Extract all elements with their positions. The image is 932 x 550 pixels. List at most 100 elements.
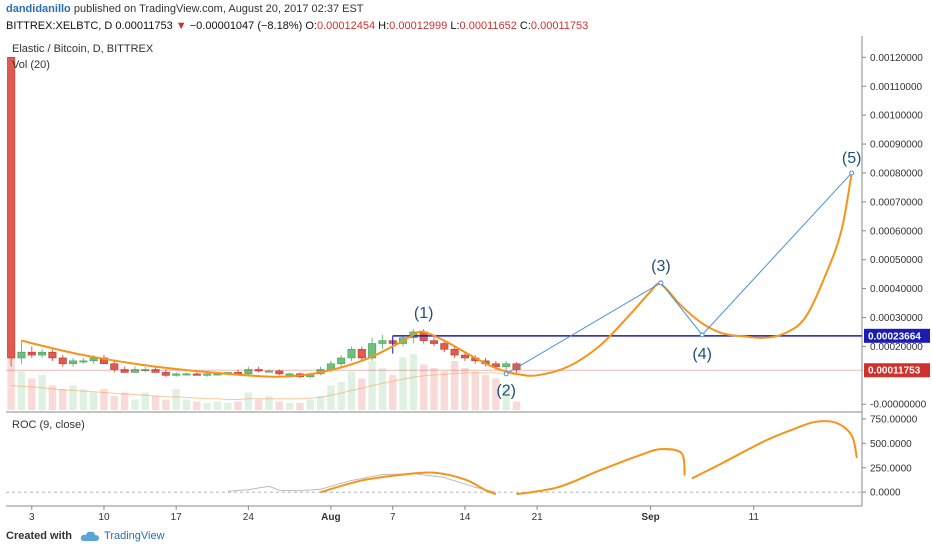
close-value: 0.00011753 (530, 20, 589, 32)
wave-point (849, 170, 855, 176)
candle-body (337, 357, 346, 365)
volume-bar (162, 399, 170, 410)
volume-bar (69, 385, 77, 410)
candle-body (151, 369, 160, 373)
chart-area[interactable]: 0.00120000 0.00110000 0.00100000 0.00090000… (0, 36, 932, 526)
volume-bar (430, 368, 438, 410)
y-tick-label: 0.00030000 (870, 313, 923, 324)
author-link[interactable]: dandidanillo (6, 3, 71, 15)
x-tick-label: 3 (29, 512, 35, 523)
x-tick-label: 10 (98, 512, 110, 523)
symbol-name[interactable]: BITTREX:XELBTC, D (6, 20, 113, 32)
candle-body (429, 340, 439, 344)
volume-bar (17, 371, 26, 410)
volume-bar (440, 371, 449, 410)
y-tick-label: 0.00100000 (870, 111, 923, 122)
volume-bar (265, 396, 273, 410)
volume-bar (59, 389, 67, 410)
volume-bar (450, 361, 459, 410)
roc-projection-curve[interactable] (320, 471, 497, 496)
volume-bar (296, 403, 304, 410)
low-label: L: (450, 20, 460, 32)
wave-label: (4) (692, 346, 712, 363)
wave-point (658, 280, 664, 286)
volume-bar (409, 354, 418, 410)
price-chart-svg[interactable]: 0.00120000 0.00110000 0.00100000 0.00090000… (0, 36, 932, 526)
footer: Created with TradingView (6, 527, 165, 545)
candle-body (254, 369, 263, 372)
wave-label: (3) (651, 258, 671, 275)
candle-body (58, 357, 67, 365)
x-tick-label: 11 (749, 512, 760, 523)
volume-bar (358, 378, 366, 410)
x-tick-label: 24 (243, 512, 255, 523)
volume-bar (306, 399, 314, 410)
volume-ma-line (11, 372, 517, 400)
roc-y-tick-label: 500.0000 (870, 439, 912, 450)
open-label: O: (305, 20, 317, 32)
volume-bar (213, 401, 222, 410)
candle-body (182, 373, 191, 376)
volume-bar (203, 403, 211, 410)
candle-body (27, 351, 36, 356)
x-tick-label: Sep (641, 512, 659, 523)
y-tick-label: 0.00110000 (870, 82, 923, 93)
roc-projection-curve[interactable] (516, 448, 686, 496)
volume-bar (151, 396, 160, 410)
volume-bar (224, 403, 232, 410)
volume-bar (120, 392, 129, 410)
volume-bar (254, 399, 263, 410)
candle-body (172, 373, 181, 376)
candle-body (48, 351, 57, 359)
candle-body (141, 369, 150, 372)
candle-body (440, 343, 449, 350)
volume-bar (182, 399, 191, 410)
volume-bar (48, 385, 57, 410)
roc-y-tick-label: 750.00000 (870, 414, 918, 425)
volume-bar (471, 371, 479, 410)
volume-bar (79, 389, 88, 410)
candle-body (110, 363, 119, 370)
wave-label: (2) (496, 382, 516, 399)
y-tick-label: 0.00040000 (870, 284, 923, 295)
candle-body (275, 370, 284, 375)
roc-projection-curve[interactable] (691, 420, 858, 480)
candle-body (161, 372, 170, 376)
candle-body (285, 373, 294, 376)
volume-bar (502, 385, 510, 410)
volume-bar (7, 347, 15, 410)
volume-bar (110, 396, 119, 410)
volume-label: Vol (20) (12, 59, 50, 71)
candle-body (378, 340, 387, 344)
close-label: C: (519, 20, 531, 32)
y-tick-label: 0.00080000 (870, 168, 923, 179)
volume-bar (285, 403, 294, 410)
volume-bar (337, 382, 345, 410)
volume-bar (461, 368, 469, 410)
chart-header: dandidanillo published on TradingView.co… (6, 2, 926, 33)
candle-body (7, 57, 16, 359)
volume-bar (172, 389, 180, 410)
projection-curve[interactable] (21, 172, 853, 378)
symbol-line: BITTREX:XELBTC, D 0.00011753 ▼ −0.000010… (6, 19, 926, 33)
volume-bar (244, 392, 253, 410)
candle-body (357, 348, 366, 359)
y-tick-label: 0.00070000 (870, 197, 923, 208)
volume-bar (327, 385, 335, 410)
candle-body (502, 363, 511, 367)
open-value: 0.00012454 (316, 20, 376, 32)
high-label: H: (378, 20, 390, 32)
tradingview-cloud-icon[interactable] (80, 530, 100, 542)
volume-bar (38, 375, 46, 410)
elliott-wave-path[interactable] (505, 172, 853, 375)
down-arrow-icon: ▼ (175, 20, 187, 32)
x-tick-label: 21 (532, 512, 544, 523)
low-value: 0.00011652 (459, 20, 517, 32)
volume-bar (481, 375, 490, 410)
publish-info: published on TradingView.com, August 20,… (73, 3, 364, 15)
tradingview-brand-link[interactable]: TradingView (104, 530, 165, 542)
roc-title: ROC (9, close) (12, 419, 85, 431)
volume-bar (419, 364, 428, 410)
high-value: 0.00012999 (389, 20, 448, 32)
candle-body (491, 363, 500, 367)
